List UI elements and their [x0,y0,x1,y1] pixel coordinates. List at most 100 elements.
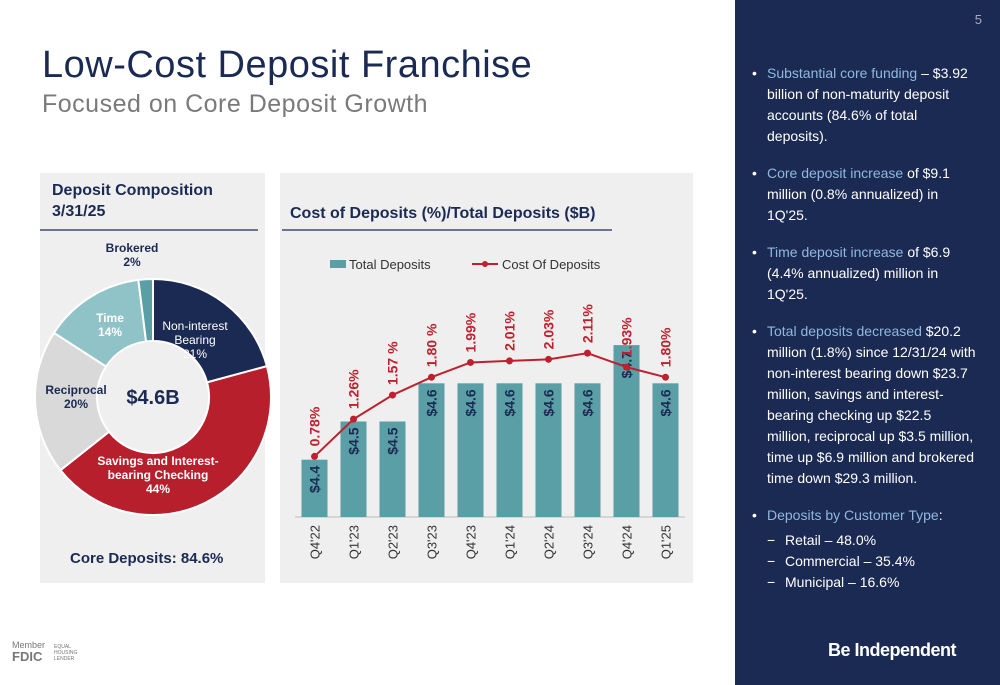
bar [340,421,367,517]
line-point [662,373,669,381]
line-label: 1.99% [463,312,479,352]
sub-list: Retail – 48.0%Commercial – 35.4%Municipa… [767,530,977,593]
chart-title: Cost of Deposits (%)/Total Deposits ($B) [290,205,596,222]
slide-subtitle: Focused on Core Deposit Growth [42,90,429,118]
bullet-lead: Time deposit increase [767,244,904,260]
bullet: Substantial core funding – $3.92 billion… [752,63,977,147]
donut-slice [34,331,111,472]
donut-center: $4.6B [126,387,179,409]
donut-slice [152,277,269,384]
slice-value: 14% [97,325,123,339]
bar [574,383,601,517]
bullet-text: $20.2 million (1.8%) since 12/31/24 with… [767,323,976,486]
slice-value: 2% [123,255,141,269]
line-point [428,373,435,381]
line-label: 2.03% [541,309,557,349]
brand: Be Independent [828,640,957,660]
line-point [389,391,396,399]
bullet-text: – $3.92 billion of non-maturity deposit … [767,65,968,144]
bar [301,459,328,517]
sub-item: Municipal – 16.6% [767,572,977,593]
bar-label: $4.6 [424,389,440,416]
line-label: 1.80 % [424,323,440,367]
chart-footer: Core Deposits: 84.6% [70,550,224,567]
bar [379,421,406,517]
slice-name: Brokered [105,241,159,255]
x-tick-label: Q1'25 [659,525,674,559]
bullet-list: Substantial core funding – $3.92 billion… [752,63,977,609]
x-tick-label: Q4'23 [464,525,479,559]
sub-item: Commercial – 35.4% [767,551,977,572]
bullet-lead: Total deposits decreased [767,323,922,339]
line-point [623,363,630,371]
line-point [506,357,513,365]
slice-value: 44% [145,482,171,496]
line-label: 2.01% [502,311,518,351]
x-tick-label: Q3'23 [425,525,440,559]
bar-label: $4.6 [658,389,674,416]
charts: $4.6B Q4'22 Q1'23 Q2'23 Q3'23 Q4'23 Q1'24 Q2'24… [34,173,693,583]
x-tick-label: Q2'23 [386,525,401,559]
line-point [311,452,318,460]
donut-slice [137,277,154,343]
legend-swatch [330,260,346,268]
bar-label: $4.6 [580,389,596,416]
bar [535,383,562,517]
bullet-lead: Core deposit increase [767,165,904,181]
slice-label: Time 14% [70,311,150,339]
slice-label: Reciprocal 20% [36,383,116,411]
sub-item: Retail – 48.0% [767,530,977,551]
bar-label: $4.5 [385,427,401,454]
line-label: 1.57 % [385,341,401,385]
bullet: Core deposit increase of $9.1 million (0… [752,163,977,226]
chart-title: Deposit Composition 3/31/25 [52,182,213,220]
x-tick-label: Q2'24 [542,525,557,559]
bullet: Total deposits decreased $20.2 million (… [752,321,977,489]
bar [652,383,679,517]
bar-label: $4.6 [541,389,557,416]
line-label: 2.11% [580,304,596,343]
bullet-text: : [938,507,943,523]
legend-label: Total Deposits [349,257,431,272]
line-label: 1.93% [619,317,635,357]
bullet-lead: Substantial core funding [767,65,918,81]
lender: EQUAL HOUSING LENDER [54,644,78,662]
bar [496,383,523,517]
page-number: 5 [974,12,982,27]
slide-title: Low-Cost Deposit Franchise [42,44,533,86]
slice-name: Savings and Interest-bearing Checking [97,454,219,482]
x-tick-label: Q3'24 [581,525,596,559]
slice-value: 21% [182,347,208,361]
line-point [350,415,357,423]
line [313,352,666,458]
legend-dot [482,261,488,267]
fdic: FDIC [12,649,43,664]
bullet-text: of $9.1 million (0.8% annualized) in 1Q'… [767,165,950,223]
bullet: Time deposit increase of $6.9 (4.4% annu… [752,242,977,305]
bullet-text: of $6.9 (4.4% annualized) million in 1Q'… [767,244,951,302]
bar-label: $4.5 [346,427,362,454]
x-tick-label: Q4'24 [620,525,635,559]
slice-value: 20% [63,397,89,411]
slice-label: Savings and Interest-bearing Checking 44% [96,454,221,496]
line-point [467,358,474,366]
bar [613,345,640,517]
donut-slice [59,364,272,516]
bar-label: $4.6 [463,389,479,416]
bar-label: $4.4 [307,465,323,492]
legend-label: Cost Of Deposits [502,257,601,272]
member: Member [12,640,46,650]
bar [418,383,445,517]
bar-label: $4.6 [502,389,518,416]
slice-name: Time [96,311,124,325]
slice-label: Non-interest Bearing 21% [155,319,235,361]
slice-name: Reciprocal [45,383,107,397]
line-point [584,349,591,357]
slice-name: Non-interest Bearing [162,319,228,347]
footer-logos: Member FDIC EQUAL HOUSING LENDER [12,640,77,664]
line-point [545,355,552,363]
slice-label: Brokered 2% [92,241,172,269]
line-label: 0.78% [307,406,323,446]
bullet: Deposits by Customer Type: Retail – 48.0%… [752,505,977,593]
